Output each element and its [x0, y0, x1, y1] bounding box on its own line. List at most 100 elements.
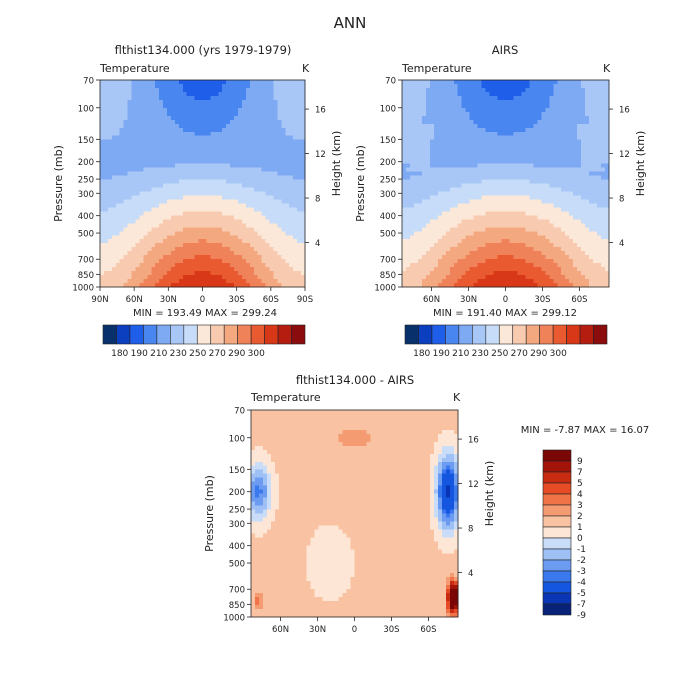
heatmap-cell	[445, 159, 451, 165]
heatmap-cell	[151, 99, 156, 105]
heatmap-cell	[437, 171, 443, 177]
heatmap-cell	[537, 135, 542, 141]
heatmap-cell	[230, 143, 235, 149]
heatmap-cell	[111, 91, 117, 97]
heatmap-cell	[100, 275, 105, 280]
heatmap-cell	[107, 199, 113, 204]
heatmap-cell	[107, 119, 113, 125]
heatmap-cell	[277, 255, 282, 260]
heatmap-cell	[605, 143, 610, 149]
heatmap-cell	[561, 223, 566, 228]
heatmap-cell	[589, 99, 594, 105]
heatmap-cell	[261, 123, 267, 129]
heatmap-cell	[457, 183, 463, 189]
heatmap-cell	[545, 195, 550, 201]
heatmap-cell	[469, 143, 475, 149]
heatmap-cell	[409, 151, 415, 157]
heatmap-cell	[301, 207, 306, 212]
heatmap-cell	[178, 87, 184, 93]
heatmap-cell	[569, 199, 574, 204]
heatmap-cell	[218, 123, 223, 129]
heatmap-cell	[437, 223, 443, 228]
heatmap-cell	[115, 271, 121, 276]
heatmap-cell	[115, 103, 121, 109]
heatmap-cell	[190, 231, 196, 236]
heatmap-cell	[170, 107, 176, 113]
heatmap-cell	[577, 139, 582, 145]
heatmap-cell	[405, 187, 411, 193]
heatmap-cell	[402, 91, 407, 97]
heatmap-cell	[202, 95, 208, 101]
heatmap-cell	[421, 199, 427, 204]
heatmap-cell	[489, 179, 495, 185]
heatmap-cell	[261, 211, 267, 216]
heatmap-cell	[178, 243, 184, 248]
heatmap-cell	[107, 83, 113, 89]
heatmap-cell	[549, 207, 554, 212]
heatmap-cell	[505, 175, 511, 181]
heatmap-cell	[127, 115, 133, 121]
heatmap-cell	[465, 111, 471, 117]
heatmap-cell	[497, 107, 503, 113]
heatmap-cell	[163, 263, 168, 268]
heatmap-cell	[249, 103, 255, 109]
heatmap-cell	[402, 171, 407, 177]
heatmap-cell	[174, 171, 180, 177]
heatmap-cell	[159, 83, 164, 89]
heatmap-cell	[206, 111, 211, 117]
heatmap-cell	[182, 95, 188, 101]
heatmap-cell	[119, 247, 125, 252]
heatmap-cell	[182, 231, 188, 236]
heatmap-cell	[131, 175, 137, 181]
heatmap-cell	[269, 95, 275, 101]
heatmap-cell	[198, 107, 204, 113]
heatmap-cell	[437, 247, 443, 252]
heatmap-cell	[457, 215, 463, 220]
heatmap-cell	[281, 115, 286, 121]
heatmap-cell	[513, 87, 519, 93]
heatmap-cell	[549, 167, 554, 173]
heatmap-cell	[230, 211, 235, 216]
panel-airs-field-label: Temperature	[401, 62, 472, 75]
heatmap-cell	[553, 239, 558, 244]
heatmap-cell	[214, 239, 219, 244]
heatmap-cell	[218, 151, 223, 157]
heatmap-cell	[402, 99, 407, 105]
heatmap-cell	[489, 115, 495, 121]
heatmap-cell	[489, 243, 495, 248]
heatmap-cell	[601, 175, 606, 181]
heatmap-cell	[413, 107, 419, 113]
heatmap-cell	[589, 227, 594, 232]
heatmap-cell	[178, 283, 184, 288]
heatmap-cell	[425, 171, 431, 177]
heatmap-cell	[513, 219, 519, 224]
heatmap-cell	[111, 259, 117, 264]
heatmap-cell	[533, 163, 538, 169]
heatmap-cell	[163, 171, 168, 177]
heatmap-cell	[163, 91, 168, 97]
heatmap-cell	[589, 243, 594, 248]
heatmap-cell	[155, 219, 160, 224]
heatmap-cell	[461, 123, 467, 129]
heatmap-cell	[123, 267, 129, 272]
heatmap-cell	[509, 147, 515, 153]
heatmap-cell	[493, 211, 499, 216]
heatmap-cell	[289, 127, 294, 133]
heatmap-cell	[218, 80, 223, 85]
heatmap-cell	[265, 159, 271, 165]
heatmap-cell	[545, 219, 550, 224]
heatmap-cell	[115, 151, 121, 157]
heatmap-cell	[545, 191, 550, 197]
heatmap-cell	[147, 111, 152, 117]
heatmap-cell	[433, 243, 439, 248]
heatmap-cell	[265, 223, 271, 228]
heatmap-cell	[281, 203, 286, 208]
heatmap-cell	[127, 127, 133, 133]
heatmap-cell	[425, 135, 431, 141]
heatmap-cell	[597, 87, 602, 93]
heatmap-cell	[198, 275, 204, 280]
heatmap-cell	[151, 115, 156, 121]
heatmap-cell	[441, 203, 447, 208]
heatmap-cell	[509, 80, 515, 85]
heatmap-cell	[214, 203, 219, 208]
